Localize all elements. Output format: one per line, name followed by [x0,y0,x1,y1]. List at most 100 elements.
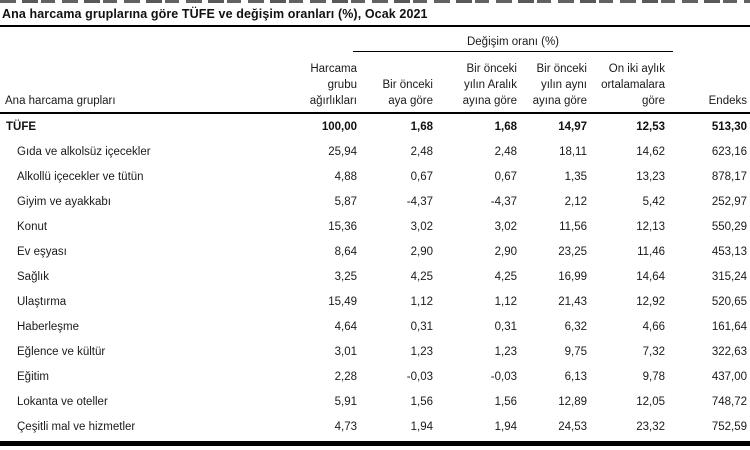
cell-vs-same-month: 21,43 [558,295,587,308]
cell-weight: 3,25 [334,270,357,283]
cell-monthly: 0,67 [410,170,433,183]
row-label: Çeşitli mal ve hizmetler [17,420,136,433]
table-row: Eğitim 2,28 -0,03 -0,03 6,13 9,78 437,00 [0,364,750,389]
cell-vs-december: 2,90 [494,245,517,258]
cell-index: 748,72 [711,395,747,408]
row-label: Alkollü içecekler ve tütün [17,170,144,183]
cell-weight: 5,91 [334,395,357,408]
row-label: Ulaştırma [17,295,67,308]
cell-index: 550,29 [711,220,747,233]
column-header-main-groups: Ana harcama grupları [5,95,116,107]
cell-index: 252,97 [711,195,747,208]
cell-twelve-month-avg: 12,13 [636,220,665,233]
cell-weight: 15,36 [328,220,357,233]
cell-vs-same-month: 11,56 [559,220,587,233]
cell-vs-december: 1,56 [494,395,517,408]
cell-twelve-month-avg: 14,62 [636,145,665,158]
cell-monthly: 1,12 [410,295,433,308]
cell-vs-same-month: 24,53 [558,420,587,433]
cell-vs-december: 1,23 [494,345,517,358]
cell-monthly: 1,23 [410,345,433,358]
row-label: Gıda ve alkolsüz içecekler [17,145,151,158]
cell-vs-same-month: 9,75 [564,345,587,358]
cell-weight: 100,00 [321,120,357,133]
cell-vs-december: -4,37 [490,195,517,208]
cell-weight: 15,49 [328,295,357,308]
row-label: TÜFE [6,120,37,133]
table-row: Çeşitli mal ve hizmetler 4,73 1,94 1,94 … [0,414,750,439]
table-row: Gıda ve alkolsüz içecekler 25,94 2,48 2,… [0,139,750,164]
row-label: Lokanta ve oteller [17,395,108,408]
column-header-vs-same-month: Bir önceki yılın aynı ayına göre [532,63,587,107]
cell-vs-december: 1,94 [494,420,517,433]
row-label: Haberleşme [17,320,79,333]
cell-twelve-month-avg: 11,46 [637,245,665,258]
table-row: Alkollü içecekler ve tütün 4,88 0,67 0,6… [0,164,750,189]
table-body: TÜFE 100,00 1,68 1,68 14,97 12,53 513,30… [0,114,750,439]
cell-vs-december: 3,02 [494,220,517,233]
cell-monthly: 4,25 [410,270,433,283]
cell-index: 161,64 [711,320,747,333]
cell-monthly: 1,68 [410,120,433,133]
cell-index: 513,30 [711,120,747,133]
cell-vs-december: 0,31 [494,320,517,333]
cell-vs-same-month: 12,89 [558,395,587,408]
cell-twelve-month-avg: 13,23 [636,170,665,183]
cell-twelve-month-avg: 12,05 [636,395,665,408]
cell-vs-same-month: 1,35 [564,170,587,183]
cell-vs-same-month: 23,25 [558,245,587,258]
cell-twelve-month-avg: 4,66 [642,320,665,333]
cell-monthly: 2,48 [410,145,433,158]
cell-index: 315,24 [711,270,747,283]
cell-index: 623,16 [711,145,747,158]
change-rate-group-header-row: Değişim oranı (%) [0,29,750,52]
cell-weight: 4,64 [334,320,357,333]
clipped-top-edge-artifact [0,0,750,3]
cell-twelve-month-avg: 14,64 [636,270,665,283]
cell-monthly: 1,56 [410,395,433,408]
row-label: Eğitim [17,370,49,383]
row-label: Eğlence ve kültür [17,345,106,358]
cell-twelve-month-avg: 12,53 [636,120,665,133]
cell-vs-same-month: 6,32 [564,320,587,333]
cell-weight: 3,01 [334,345,357,358]
table-bottom-divider [0,441,750,446]
cell-vs-december: 2,48 [494,145,517,158]
title-divider [0,25,750,27]
table-row: Konut 15,36 3,02 3,02 11,56 12,13 550,29 [0,214,750,239]
cell-monthly: 1,94 [410,420,433,433]
table-row: Eğlence ve kültür 3,01 1,23 1,23 9,75 7,… [0,339,750,364]
cell-vs-december: 1,68 [494,120,517,133]
cell-vs-december: -0,03 [490,370,517,383]
row-label: Giyim ve ayakkabı [17,195,111,208]
page-title: Ana harcama gruplarına göre TÜFE ve deği… [2,7,428,21]
cell-weight: 2,28 [334,370,357,383]
cell-twelve-month-avg: 9,78 [642,370,665,383]
row-label: Ev eşyası [17,245,67,258]
cell-monthly: 0,31 [410,320,433,333]
cell-weight: 5,87 [334,195,357,208]
cell-weight: 4,88 [334,170,357,183]
cell-monthly: -4,37 [406,195,433,208]
row-label: Sağlık [17,270,49,283]
cell-vs-december: 0,67 [494,170,517,183]
cell-weight: 4,73 [334,420,357,433]
column-header-index: Endeks [708,95,747,107]
cell-twelve-month-avg: 7,32 [642,345,665,358]
cell-monthly: -0,03 [406,370,433,383]
table-row: Ulaştırma 15,49 1,12 1,12 21,43 12,92 52… [0,289,750,314]
column-header-vs-december: Bir önceki yılın Aralık ayına göre [462,63,517,107]
table-row: Sağlık 3,25 4,25 4,25 16,99 14,64 315,24 [0,264,750,289]
cell-monthly: 3,02 [410,220,433,233]
cell-index: 453,13 [711,245,747,258]
cell-weight: 8,64 [334,245,357,258]
cell-index: 437,00 [711,370,747,383]
cell-index: 752,59 [711,420,747,433]
cell-monthly: 2,90 [410,245,433,258]
cell-weight: 25,94 [328,145,357,158]
cell-index: 520,65 [711,295,747,308]
row-label: Konut [17,220,48,233]
cell-vs-same-month: 6,13 [564,370,587,383]
cell-vs-same-month: 14,97 [558,120,587,133]
